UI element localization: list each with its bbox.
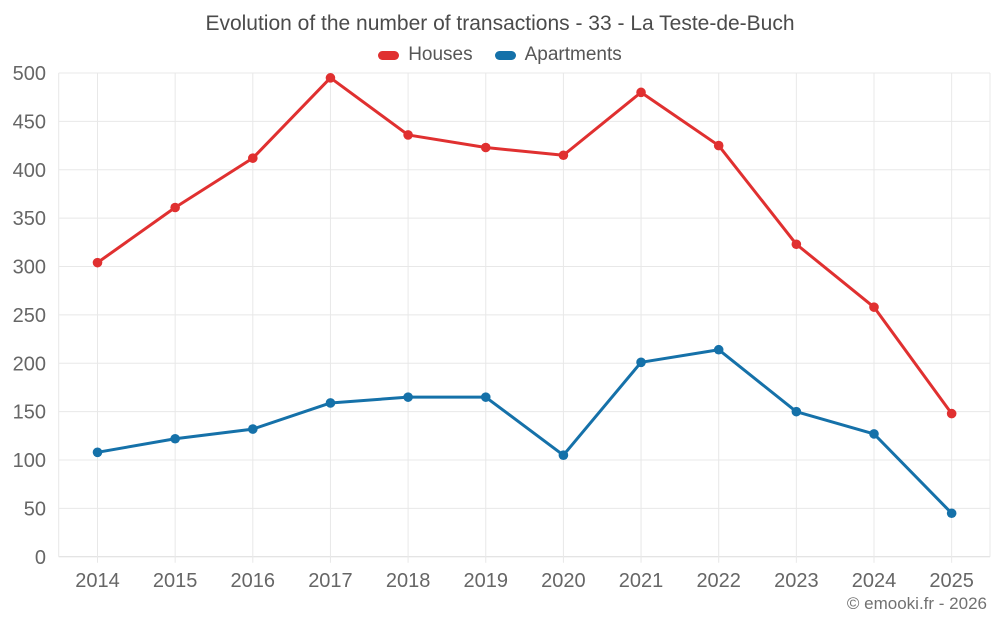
data-point-houses-2022[interactable] <box>713 140 724 151</box>
data-point-houses-2025[interactable] <box>946 408 957 419</box>
data-point-apartments-2022[interactable] <box>713 344 724 355</box>
legend-swatch-houses-icon <box>378 50 400 60</box>
y-tick-label: 50 <box>24 498 46 520</box>
data-point-apartments-2023[interactable] <box>791 406 802 417</box>
legend-swatch-apartments-icon <box>494 50 516 60</box>
x-tick-label: 2023 <box>774 570 819 592</box>
data-point-apartments-2018[interactable] <box>403 392 413 402</box>
data-point-houses-2023[interactable] <box>791 239 802 250</box>
x-tick-label: 2015 <box>153 570 198 592</box>
y-tick-label: 500 <box>13 63 46 85</box>
x-tick-label: 2018 <box>386 570 431 592</box>
data-point-houses-2018[interactable] <box>403 130 413 140</box>
legend-label-houses: Houses <box>408 44 473 65</box>
y-tick-label: 250 <box>13 305 46 327</box>
data-point-houses-2016[interactable] <box>248 153 258 163</box>
data-point-apartments-2016[interactable] <box>248 424 258 434</box>
data-point-houses-2014[interactable] <box>92 257 103 268</box>
x-tick-label: 2024 <box>852 570 897 592</box>
y-tick-label: 400 <box>13 160 46 182</box>
data-point-houses-2020[interactable] <box>558 150 569 161</box>
x-tick-label: 2017 <box>308 570 353 592</box>
data-point-houses-2017[interactable] <box>325 73 336 83</box>
data-point-apartments-2020[interactable] <box>558 450 569 461</box>
y-tick-label: 100 <box>13 450 46 472</box>
series-line-apartments <box>96 348 954 515</box>
data-point-houses-2021[interactable] <box>636 87 646 98</box>
legend-item-houses[interactable]: Houses <box>378 44 473 66</box>
data-point-apartments-2024[interactable] <box>869 429 879 439</box>
data-point-apartments-2025[interactable] <box>946 508 957 519</box>
x-tick-label: 2016 <box>231 570 276 592</box>
data-point-houses-2019[interactable] <box>480 142 491 153</box>
x-tick-label: 2021 <box>619 570 664 592</box>
data-point-apartments-2015[interactable] <box>170 433 180 444</box>
x-tick-label: 2022 <box>696 570 741 592</box>
legend: Houses Apartments <box>0 44 1000 66</box>
x-tick-label: 2025 <box>929 570 974 592</box>
x-tick-label: 2014 <box>75 570 120 592</box>
y-tick-label: 350 <box>13 208 46 230</box>
copyright-text: © emooki.fr - 2026 <box>846 594 987 613</box>
data-point-apartments-2017[interactable] <box>325 398 336 408</box>
x-tick-label: 2020 <box>541 570 586 592</box>
y-tick-label: 300 <box>13 257 46 279</box>
y-tick-label: 0 <box>35 547 46 569</box>
data-point-apartments-2019[interactable] <box>480 392 491 402</box>
x-tick-label: 2019 <box>464 570 509 592</box>
y-tick-label: 200 <box>13 353 46 375</box>
data-point-houses-2015[interactable] <box>170 202 180 213</box>
data-point-houses-2024[interactable] <box>869 302 879 312</box>
data-point-apartments-2014[interactable] <box>92 447 103 458</box>
y-tick-label: 150 <box>13 402 46 424</box>
series-line-houses <box>96 76 954 416</box>
data-point-apartments-2021[interactable] <box>636 357 646 368</box>
chart-title: Evolution of the number of transactions … <box>205 12 795 35</box>
legend-label-apartments: Apartments <box>524 44 622 65</box>
legend-item-apartments[interactable]: Apartments <box>494 44 622 66</box>
y-tick-label: 450 <box>13 111 46 133</box>
